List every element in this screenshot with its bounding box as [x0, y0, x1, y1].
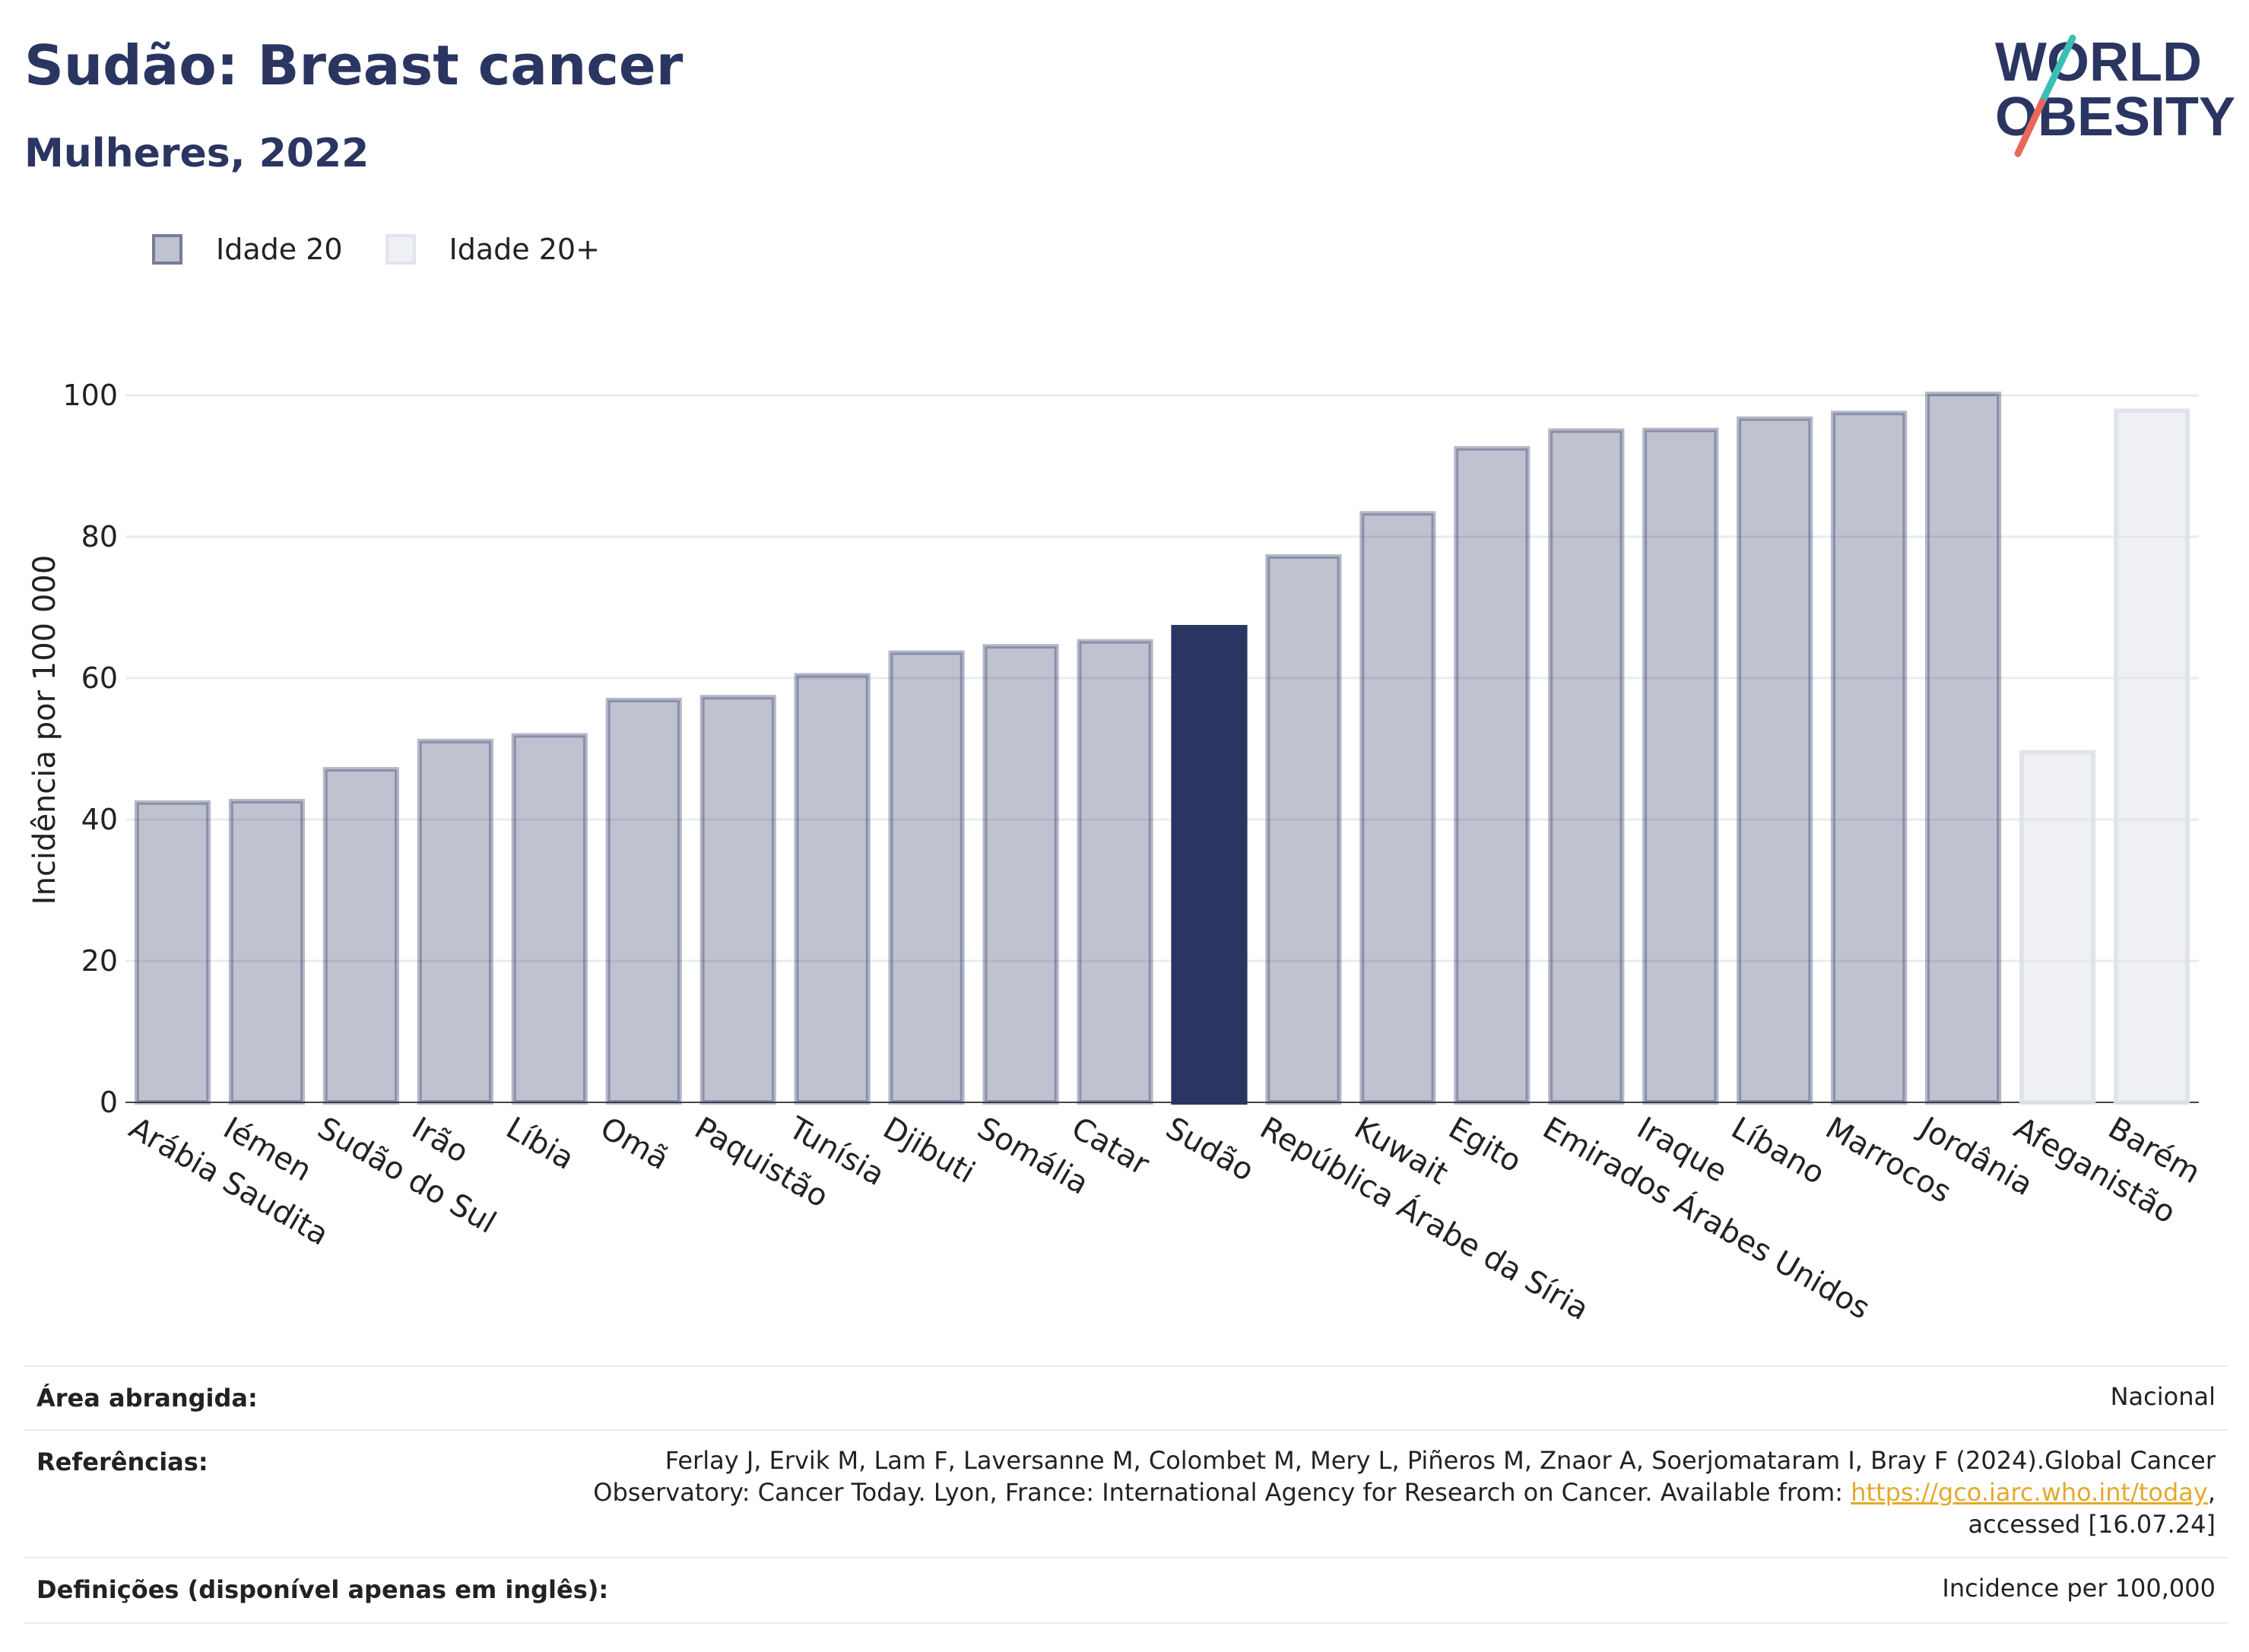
grid-lines — [125, 394, 2199, 1103]
bar-paquistão[interactable] — [699, 695, 776, 1105]
page-title: Sudão: Breast cancer — [24, 33, 684, 97]
bar-iémen[interactable] — [228, 798, 306, 1105]
bar-kuwait[interactable] — [1359, 511, 1436, 1105]
bars — [134, 392, 2190, 1105]
legend-swatch-idade-20-plus — [385, 234, 416, 265]
legend-label-idade-20-plus: Idade 20+ — [449, 233, 600, 266]
bar-afeganistão[interactable] — [2019, 750, 2096, 1105]
info-row-references: Referências: Ferlay J, Ervik M, Lam F, L… — [24, 1429, 2228, 1558]
x-tick-label: Sudão — [1159, 1111, 1259, 1188]
bar-omã[interactable] — [605, 697, 682, 1105]
chart-legend: Idade 20 Idade 20+ — [152, 227, 642, 272]
x-tick-label: Líbia — [500, 1111, 580, 1177]
x-tick-label: Sudão do Sul — [312, 1111, 502, 1241]
info-row-definitions: Definições (disponível apenas em inglês)… — [24, 1557, 2228, 1624]
bar-sudão[interactable] — [1171, 625, 1248, 1105]
bar-sudão-do-sul[interactable] — [322, 766, 399, 1105]
y-tick-label: 40 — [81, 803, 118, 836]
definitions-value: Incidence per 100,000 — [1942, 1574, 2216, 1603]
x-tick-label: Djibuti — [877, 1111, 981, 1191]
logo-line2: OBESITY — [1995, 87, 2235, 147]
legend-item-idade-20[interactable]: Idade 20 — [152, 233, 343, 266]
bar-tunísia[interactable] — [794, 673, 871, 1105]
bar-jordânia[interactable] — [1925, 392, 2002, 1105]
y-tick-label: 80 — [81, 520, 118, 553]
page-subtitle: Mulheres, 2022 — [24, 131, 370, 176]
y-tick-label: 100 — [62, 379, 118, 412]
references-line-3: accessed [16.07.24] — [1968, 1510, 2216, 1539]
area-label: Área abrangida: — [36, 1384, 258, 1413]
y-axis-label: Incidência por 100 000 — [27, 555, 62, 905]
bar-república-árabe-da-síria[interactable] — [1265, 554, 1342, 1105]
references-line-1: Ferlay J, Ervik M, Lam F, Laversanne M, … — [665, 1446, 2216, 1475]
x-tick-label: Líbano — [1725, 1111, 1830, 1191]
y-tick-label: 0 — [100, 1086, 118, 1119]
references-line-2-text: Observatory: Cancer Today. Lyon, France:… — [593, 1478, 1851, 1507]
bar-líbia[interactable] — [511, 733, 588, 1105]
logo-line1: WORLD — [1995, 32, 2202, 93]
bar-iraque[interactable] — [1642, 427, 1719, 1105]
info-table: Área abrangida: Nacional Referências: Fe… — [24, 1365, 2228, 1624]
bar-marrocos[interactable] — [1831, 411, 1908, 1105]
area-value: Nacional — [2110, 1382, 2216, 1411]
references-value: Ferlay J, Ervik M, Lam F, Laversanne M, … — [593, 1444, 2216, 1540]
world-obesity-logo: WORLD OBESITY — [1995, 32, 2235, 157]
bar-emirados-árabes-unidos[interactable] — [1548, 428, 1625, 1105]
y-tick-label: 60 — [81, 661, 118, 695]
info-row-area: Área abrangida: Nacional — [24, 1365, 2228, 1431]
bar-arábia-saudita[interactable] — [134, 800, 211, 1105]
legend-item-idade-20-plus[interactable]: Idade 20+ — [385, 233, 600, 266]
references-line-2: Observatory: Cancer Today. Lyon, France:… — [593, 1476, 2216, 1508]
x-tick-label: Omã — [595, 1111, 674, 1177]
legend-swatch-idade-20 — [152, 234, 182, 265]
bar-djibuti[interactable] — [888, 650, 965, 1105]
bar-líbano[interactable] — [1737, 416, 1813, 1105]
legend-label-idade-20: Idade 20 — [216, 233, 343, 266]
definitions-label: Definições (disponível apenas em inglês)… — [36, 1575, 609, 1604]
bar-somália[interactable] — [982, 644, 1059, 1105]
bar-irão[interactable] — [417, 738, 493, 1105]
references-label: Referências: — [36, 1447, 208, 1476]
x-tick-label: Egito — [1442, 1111, 1527, 1180]
y-tick-label: 20 — [81, 944, 118, 978]
bar-egito[interactable] — [1454, 446, 1531, 1105]
y-tick-labels: 0 20 40 60 80 100 — [62, 379, 118, 1119]
bar-barém[interactable] — [2113, 408, 2190, 1105]
references-link[interactable]: https://gco.iarc.who.int/today — [1851, 1478, 2208, 1507]
bar-catar[interactable] — [1077, 639, 1153, 1105]
references-line-2-end: , — [2207, 1478, 2216, 1507]
